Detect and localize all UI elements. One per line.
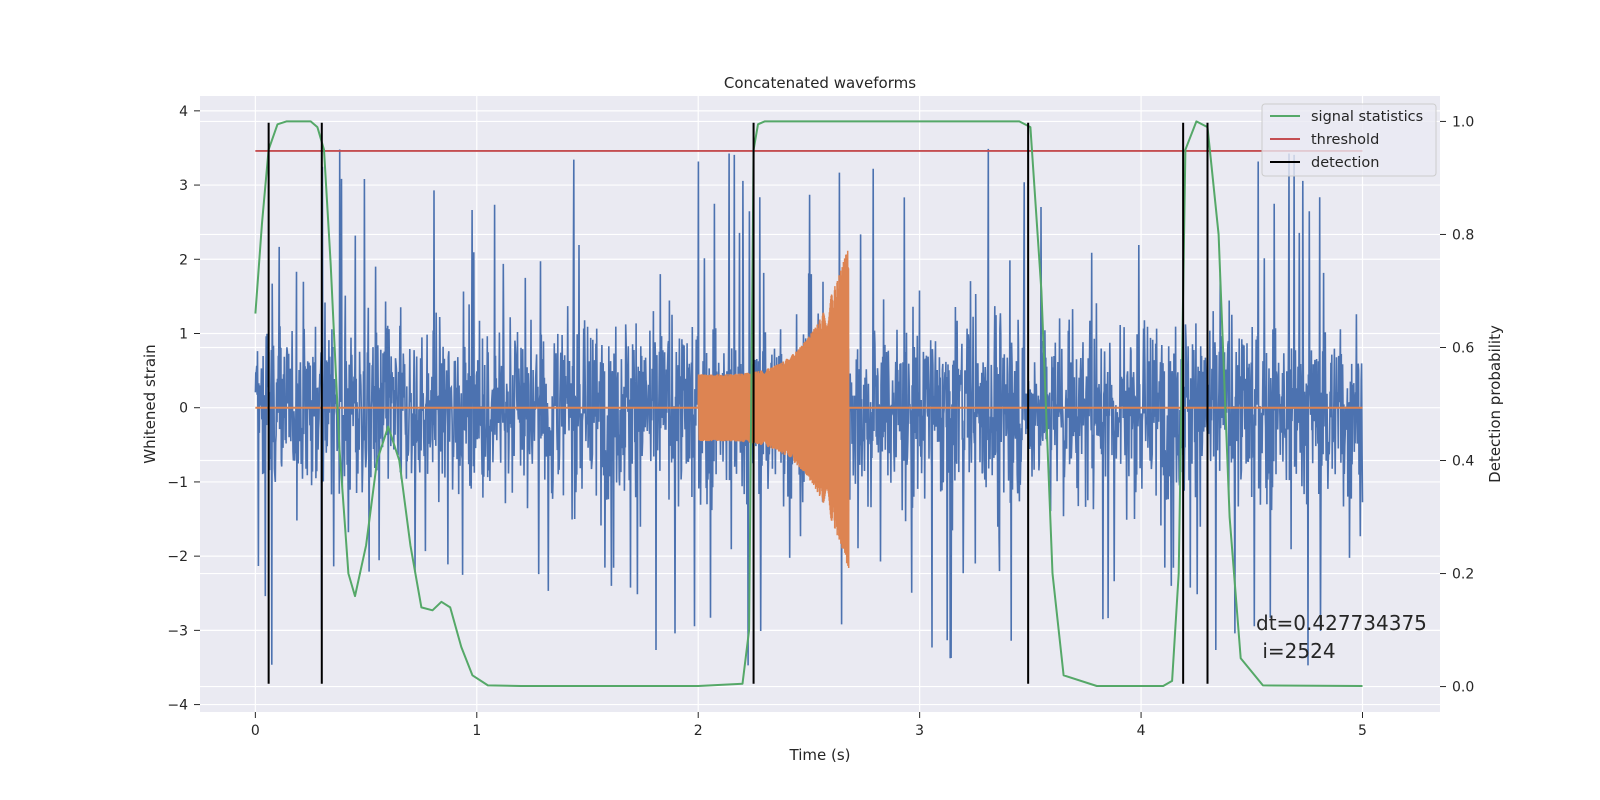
legend-label-threshold: threshold — [1311, 132, 1379, 148]
annotation-index: i=2524 — [1256, 639, 1336, 663]
x-axis-label: Time (s) — [789, 746, 851, 764]
x-tick-label: 2 — [694, 723, 703, 739]
y-tick-label: 1 — [179, 326, 188, 342]
chirp-line — [697, 250, 850, 569]
y2-tick-label: 1.0 — [1452, 114, 1474, 130]
axis-ticks: 0 1 2 3 4 5 −4 −3 −2 −1 0 1 2 3 4 0.0 0.2 0.4 0.6 0.8 1.0 — [167, 104, 1474, 739]
legend: signal statistics threshold detection — [1261, 103, 1437, 177]
x-tick-label: 1 — [472, 723, 481, 739]
chart-title: Concatenated waveforms — [724, 74, 916, 92]
series-detection — [267, 122, 1209, 684]
y-tick-label: −4 — [167, 698, 188, 714]
legend-label-detection: detection — [1311, 155, 1379, 171]
series-chirp — [255, 250, 1363, 569]
y-tick-label: 4 — [179, 104, 188, 120]
series-signal-statistics — [254, 120, 1363, 687]
y-tick-label: 2 — [179, 252, 188, 268]
x-tick-label: 4 — [1137, 723, 1146, 739]
y2-tick-label: 0.4 — [1452, 454, 1474, 470]
y-tick-label: 3 — [179, 178, 188, 194]
legend-label-signal-statistics: signal statistics — [1311, 109, 1423, 125]
x-tick-label: 5 — [1358, 723, 1367, 739]
y2-tick-label: 0.6 — [1452, 340, 1474, 356]
y-tick-label: −1 — [167, 475, 188, 491]
y2-tick-label: 0.0 — [1452, 680, 1474, 696]
x-tick-label: 3 — [915, 723, 924, 739]
x-tick-label: 0 — [251, 723, 260, 739]
y-tick-label: −2 — [167, 549, 188, 565]
legend-box — [1261, 103, 1437, 177]
y2-axis-label: Detection probability — [1486, 325, 1504, 483]
y-tick-label: −3 — [167, 623, 188, 639]
y2-tick-label: 0.2 — [1452, 567, 1474, 583]
annotation-dt: dt=0.427734375 — [1256, 611, 1427, 635]
y-tick-label: 0 — [179, 401, 188, 417]
signal-statistics-line — [254, 120, 1363, 687]
y-axis-label: Whitened strain — [141, 344, 159, 463]
y2-tick-label: 0.8 — [1452, 227, 1474, 243]
